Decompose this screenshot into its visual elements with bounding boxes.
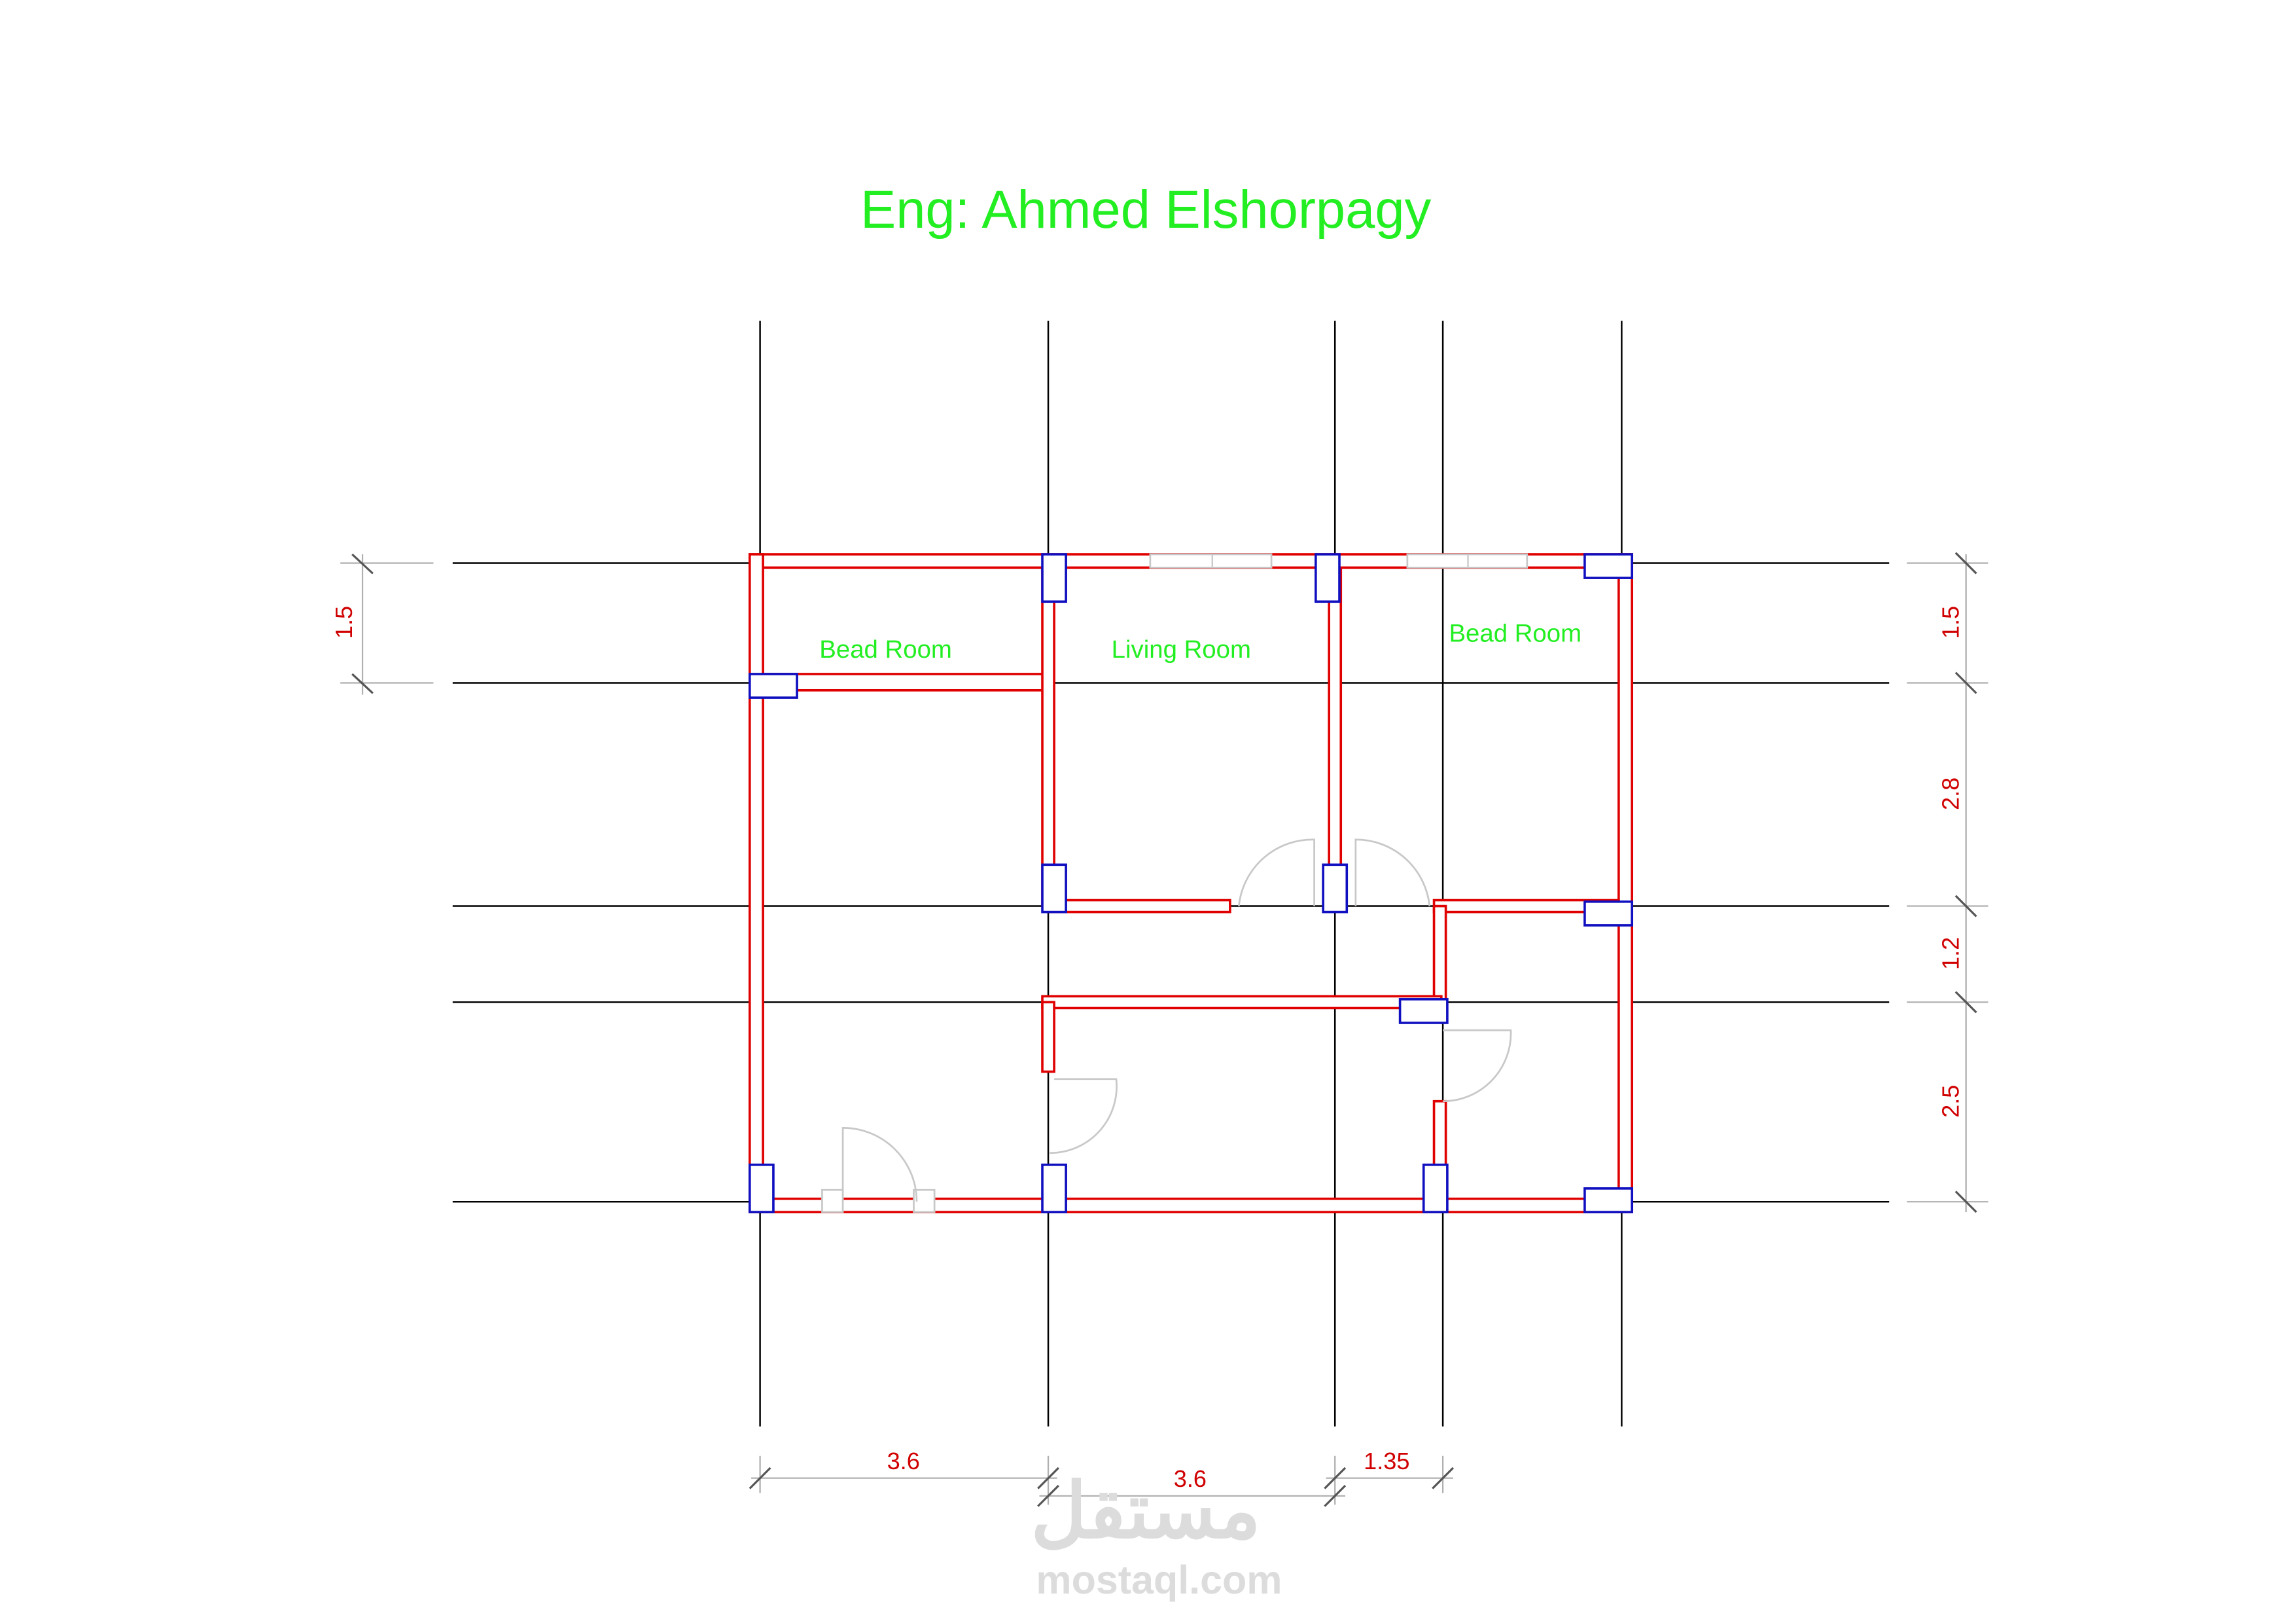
dimension-label: 3.6 [1174, 1465, 1207, 1492]
doors [841, 838, 1512, 1202]
watermark-logo: مستقل [1031, 1468, 1260, 1554]
columns [748, 553, 1634, 1213]
room-label: Living Room [1112, 635, 1251, 664]
windows [821, 553, 1528, 1213]
watermark-url: mostaql.com [1036, 1558, 1282, 1602]
dimension-label: 2.8 [1937, 777, 1964, 810]
room-label: Bead Room [1449, 619, 1581, 647]
dimension-label: 2.5 [1937, 1085, 1964, 1118]
dimension-label: 1.35 [1364, 1448, 1409, 1474]
grid-lines [452, 321, 1890, 1427]
dimension-label: 1.5 [330, 606, 357, 639]
dimension-lines [340, 552, 1988, 1507]
dimension-label: 1.5 [1937, 606, 1964, 639]
dimension-label: 1.2 [1937, 937, 1964, 970]
dimension-label: 3.6 [887, 1448, 920, 1474]
title: Eng: Ahmed Elshorpagy [860, 180, 1432, 240]
room-label: Bead Room [819, 635, 952, 664]
